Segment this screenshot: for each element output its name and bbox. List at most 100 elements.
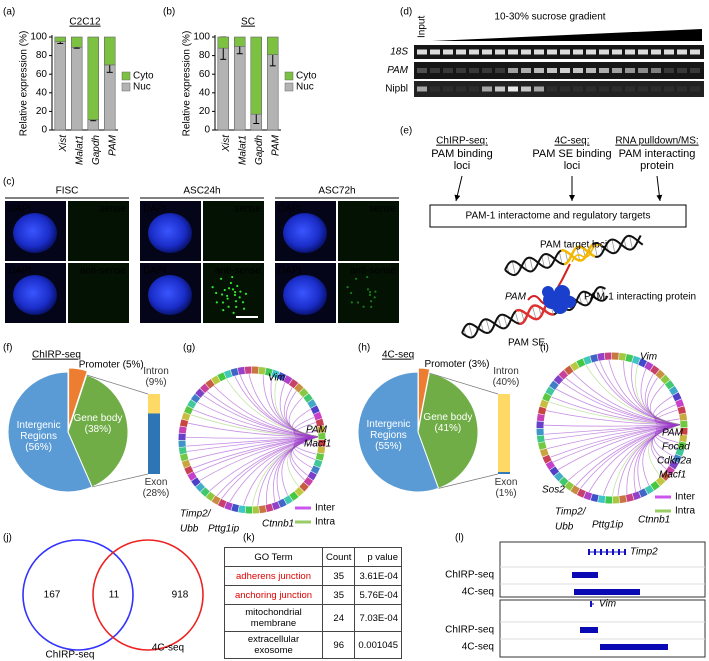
chromosome-segment xyxy=(542,392,552,402)
chromosome-segment xyxy=(313,459,323,468)
interaction-link xyxy=(206,391,318,438)
chromosome-segment xyxy=(265,503,274,512)
track-label: 4C-seq xyxy=(462,587,494,598)
y-tick-label: 100 xyxy=(30,32,47,43)
nucleus xyxy=(283,213,327,253)
base-pair xyxy=(558,251,563,265)
gel-band xyxy=(547,68,557,73)
interaction-link xyxy=(186,436,318,447)
fish-dot xyxy=(221,301,225,304)
breakdown-label-box: Exon (28%) xyxy=(143,477,170,499)
chromosome-segment xyxy=(536,435,545,443)
micrograph xyxy=(338,201,399,261)
gel-band xyxy=(495,68,505,73)
base-pair xyxy=(611,239,616,254)
y-tick-label: 40 xyxy=(36,87,48,98)
chromosome-segment xyxy=(310,465,320,475)
exon xyxy=(606,549,608,555)
channel-label: DAPI xyxy=(143,204,166,215)
exon xyxy=(624,549,626,555)
breakdown-label-box: Intron (40%) xyxy=(493,366,520,388)
interaction-link xyxy=(209,436,319,491)
breakdown-label: Intron (9%) xyxy=(143,366,169,388)
chromosome-segment xyxy=(545,386,555,396)
table-cell: adherens junction xyxy=(224,566,324,586)
chromosome-segment xyxy=(195,482,206,492)
chromosome-segment xyxy=(283,375,293,385)
chromosome-segment xyxy=(283,495,293,505)
panel-label: (f) xyxy=(3,343,12,354)
fish-dot xyxy=(231,275,234,279)
fish-dot xyxy=(236,284,239,288)
chromosome-segment xyxy=(570,361,580,372)
chromosome-segment xyxy=(677,406,686,415)
gel-band xyxy=(612,49,622,55)
gel-band xyxy=(456,49,466,55)
breakdown-label-box: Exon (1%) xyxy=(495,477,518,499)
venn-count: 167 xyxy=(44,590,61,601)
gel-band xyxy=(482,49,492,55)
chromosome-segment xyxy=(299,482,309,492)
chromosome-segment xyxy=(298,388,309,398)
x-tick-label: Gapdh xyxy=(91,135,102,165)
result-box xyxy=(429,204,687,228)
channel-label: DAPI xyxy=(278,266,301,277)
interaction-link xyxy=(188,422,318,438)
chromosome-segment xyxy=(307,399,317,409)
gel-band xyxy=(586,86,596,92)
gel-band xyxy=(599,68,609,73)
interaction-link xyxy=(192,436,318,469)
gel-band xyxy=(599,49,609,55)
chromosome-segment xyxy=(315,452,325,461)
micrograph xyxy=(203,201,264,261)
gel-band xyxy=(690,68,700,73)
chromosome-segment xyxy=(539,399,549,409)
fish-dot xyxy=(241,301,245,304)
panel-label: (k) xyxy=(243,533,255,544)
panel-label: (i) xyxy=(540,343,549,354)
table-row: GO Term Count p value xyxy=(224,547,402,567)
gene-label: Ubb xyxy=(555,522,574,533)
chromosome-segment xyxy=(590,354,599,363)
gel-band xyxy=(495,49,505,55)
fish-dot xyxy=(227,305,230,308)
peak xyxy=(574,589,640,595)
chromosome-segment xyxy=(625,353,634,363)
diagram-label: PAM-1 interacting protein xyxy=(584,292,696,303)
legend-label: Cyto xyxy=(296,71,317,82)
breakdown-segment xyxy=(148,394,160,414)
micrograph xyxy=(338,263,399,323)
gene-label: Ubb xyxy=(180,524,199,535)
interaction-link xyxy=(274,378,318,438)
gene-label: Pttg1ip xyxy=(592,520,624,531)
track-label: ChIRP-seq xyxy=(445,625,494,636)
gel-band xyxy=(625,49,635,55)
gene-label: Ctnnb1 xyxy=(638,515,670,526)
base-pair xyxy=(529,257,534,271)
chromosome-segment xyxy=(303,393,313,403)
gel-band xyxy=(456,68,466,73)
panel-label: (b) xyxy=(163,7,175,18)
base-pair xyxy=(520,310,525,322)
probe-label: sense xyxy=(234,204,261,215)
panel-label: (a) xyxy=(3,7,15,18)
chromosome-segment xyxy=(549,466,560,476)
channel-label: DAPI xyxy=(143,266,166,277)
dna-strand-highlight xyxy=(563,245,596,266)
legend-label: Intra xyxy=(315,517,335,528)
gel-band xyxy=(521,86,531,92)
legend-label: Nuc xyxy=(133,82,151,93)
y-tick-label: 0 xyxy=(41,125,47,136)
chromosome-segment xyxy=(632,491,641,501)
gel-band xyxy=(534,86,544,92)
method-name: RNA pulldown/MS: xyxy=(615,136,698,147)
probe-label: sense xyxy=(99,204,126,215)
gel-band xyxy=(508,49,518,55)
method-target: PAM interacting protein xyxy=(618,148,696,172)
chromosome-segment xyxy=(317,425,326,433)
gradient-wedge xyxy=(432,29,702,41)
base-pair xyxy=(595,289,600,301)
gel-band xyxy=(664,68,674,73)
